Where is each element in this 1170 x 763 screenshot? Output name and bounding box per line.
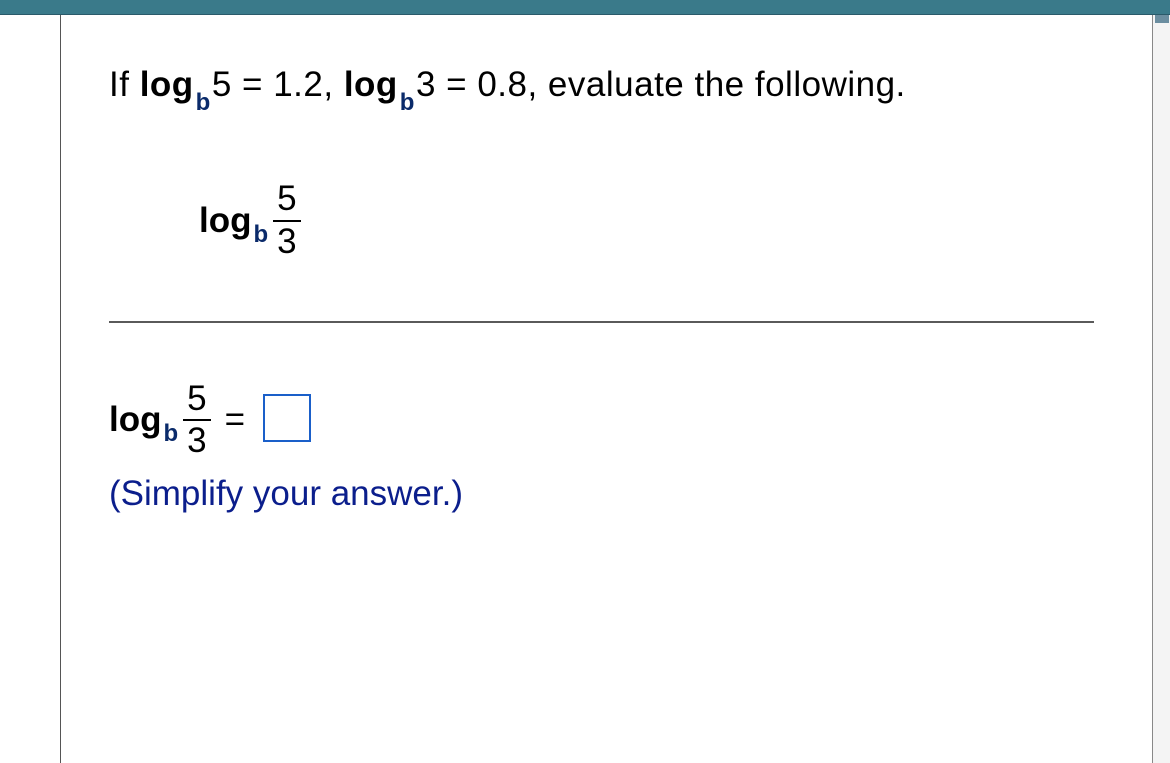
fraction-answer: 5 3 bbox=[183, 381, 210, 461]
content-area: If logb5 = 1.2, logb3 = 0.8, evaluate th… bbox=[61, 15, 1170, 514]
suffix: , evaluate the following. bbox=[527, 65, 905, 104]
val-2: 0.8 bbox=[477, 65, 527, 104]
log-word-1: log bbox=[140, 65, 194, 104]
divider-line bbox=[109, 321, 1094, 323]
log-base-answer: b bbox=[163, 420, 178, 448]
top-bar bbox=[0, 0, 1170, 15]
frac-num-expr: 5 bbox=[273, 181, 300, 218]
eq-2: = bbox=[436, 65, 477, 104]
frac-den-expr: 3 bbox=[273, 224, 300, 261]
question-panel: If logb5 = 1.2, logb3 = 0.8, evaluate th… bbox=[60, 15, 1170, 763]
expression-block: log b 5 3 bbox=[199, 181, 1130, 261]
val-1: 1.2 bbox=[273, 65, 323, 104]
equals-sign: = bbox=[225, 400, 245, 440]
problem-statement: If logb5 = 1.2, logb3 = 0.8, evaluate th… bbox=[109, 65, 1130, 111]
log-base-1: b bbox=[196, 89, 211, 116]
answer-input[interactable] bbox=[263, 394, 311, 442]
eq-1: = bbox=[232, 65, 273, 104]
log-word-answer: log bbox=[109, 400, 161, 440]
log-word-2: log bbox=[344, 65, 398, 104]
log-arg-1: 5 bbox=[212, 65, 232, 104]
instruction-text: (Simplify your answer.) bbox=[109, 474, 1130, 514]
scrollbar-thumb[interactable] bbox=[1155, 15, 1169, 23]
answer-block: log b 5 3 = (Simplify your answer.) bbox=[109, 381, 1130, 515]
frac-den-answer: 3 bbox=[183, 423, 210, 460]
log-base-expr: b bbox=[253, 221, 268, 249]
scrollbar[interactable] bbox=[1152, 15, 1170, 763]
text-if: If bbox=[109, 65, 140, 104]
fraction-expr: 5 3 bbox=[273, 181, 300, 261]
sep: , bbox=[323, 65, 343, 104]
log-arg-2: 3 bbox=[416, 65, 436, 104]
log-word-expr: log bbox=[199, 201, 251, 241]
log-base-2: b bbox=[400, 89, 415, 116]
frac-num-answer: 5 bbox=[183, 381, 210, 418]
